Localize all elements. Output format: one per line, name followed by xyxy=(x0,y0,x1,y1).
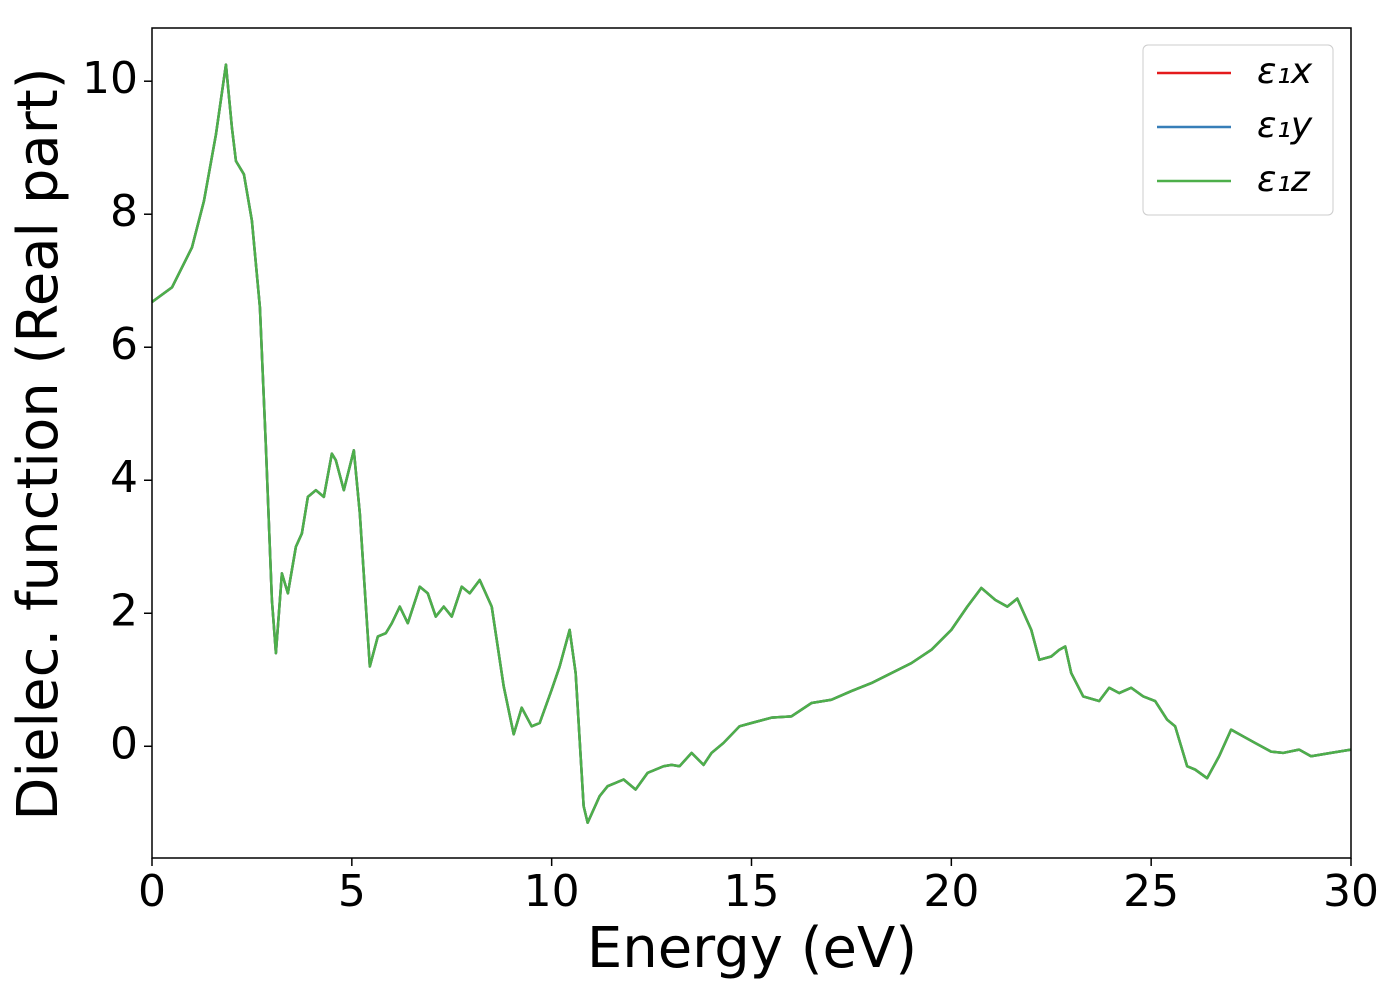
y-tick-label: 10 xyxy=(82,53,138,104)
x-tick-label: 0 xyxy=(138,866,166,917)
legend-box xyxy=(1142,44,1334,216)
y-tick-label: 0 xyxy=(110,718,138,769)
y-tick-label: 2 xyxy=(110,585,138,636)
legend-label: ε₁x xyxy=(1257,51,1313,92)
y-tick-label: 6 xyxy=(110,319,138,370)
legend-label: ε₁z xyxy=(1257,159,1311,200)
x-tick-label: 25 xyxy=(1123,866,1179,917)
x-tick-label: 15 xyxy=(724,866,780,917)
x-tick-label: 5 xyxy=(338,866,366,917)
plot-frame xyxy=(151,27,1352,859)
y-axis-label: Dielec. function (Real part) xyxy=(6,67,71,820)
series-line xyxy=(151,63,1352,824)
y-tick-label: 8 xyxy=(110,186,138,237)
y-tick-label: 4 xyxy=(110,452,138,503)
x-tick-label: 30 xyxy=(1323,866,1379,917)
x-tick-label: 20 xyxy=(923,866,979,917)
x-axis-label: Energy (eV) xyxy=(587,916,917,981)
legend-label: ε₁y xyxy=(1257,105,1313,146)
x-tick-label: 10 xyxy=(524,866,580,917)
